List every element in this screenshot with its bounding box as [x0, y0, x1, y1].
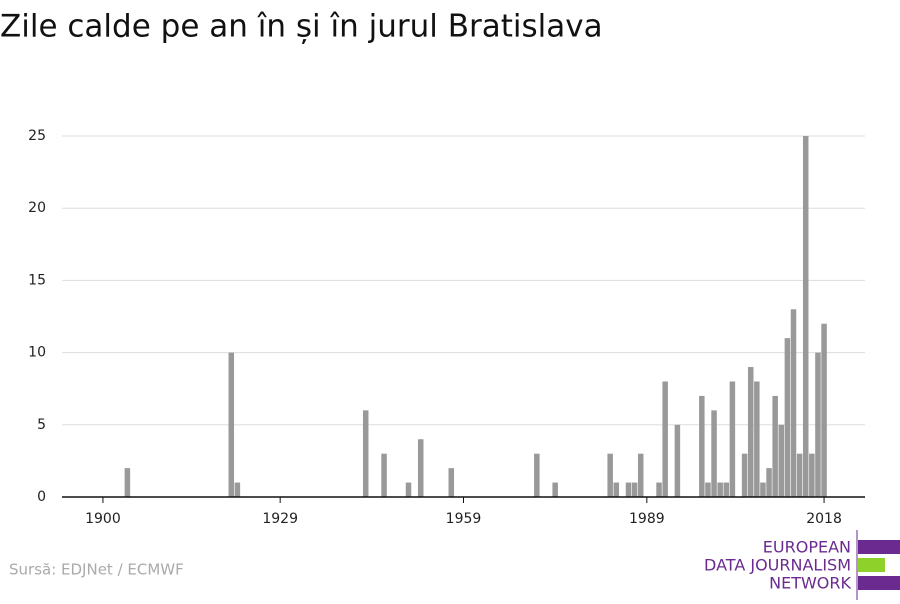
logo-bar: [858, 558, 885, 572]
bar: [607, 453, 613, 497]
bar: [674, 424, 681, 497]
bar: [711, 410, 717, 497]
bar: [362, 410, 369, 497]
bar: [448, 468, 455, 497]
chart-title: Zile calde pe an în și în jurul Bratisla…: [0, 9, 603, 45]
bar: [534, 453, 540, 497]
bar: [747, 367, 754, 497]
bar: [625, 482, 632, 497]
logo: EUROPEAN DATA JOURNALISM NETWORK: [704, 530, 900, 600]
bar: [228, 352, 235, 497]
logo-text: DATA JOURNALISM: [704, 556, 851, 575]
logo-bar: [858, 576, 900, 590]
bar: [802, 136, 809, 497]
bar: [796, 453, 803, 497]
bar: [405, 482, 412, 497]
bar: [234, 482, 241, 497]
bar: [809, 453, 815, 497]
bar: [417, 439, 424, 497]
bar: [821, 323, 827, 497]
logo-bar: [858, 540, 900, 554]
bar: [741, 453, 748, 497]
bar: [662, 381, 668, 497]
bar: [766, 468, 772, 497]
bar: [656, 482, 662, 497]
bar: [723, 482, 730, 497]
bar: [381, 453, 387, 497]
bar: [729, 381, 736, 497]
bar: [124, 468, 131, 497]
x-tick-label: 1959: [446, 511, 482, 527]
bar: [705, 482, 711, 497]
bar: [699, 395, 705, 497]
y-tick-label: 15: [28, 272, 46, 288]
bar: [760, 482, 766, 497]
bar: [815, 352, 821, 497]
logo-text: EUROPEAN: [763, 538, 851, 557]
x-tick-label: 1929: [262, 511, 298, 527]
bar: [613, 482, 620, 497]
y-tick-label: 5: [37, 417, 46, 433]
y-tick-label: 25: [28, 128, 46, 144]
bar: [552, 482, 558, 497]
source: Sursă: EDJNet / ECMWF: [9, 561, 184, 579]
x-tick-label: 2018: [806, 511, 842, 527]
bar: [772, 395, 778, 497]
bar: [754, 381, 760, 497]
logo-text: NETWORK: [769, 574, 851, 593]
x-tick-label: 1900: [85, 511, 121, 527]
bar: [778, 424, 785, 497]
bar: [784, 338, 791, 497]
bar: [717, 482, 723, 497]
bar: [790, 309, 797, 497]
bar: [637, 453, 644, 497]
y-tick-label: 10: [28, 345, 46, 361]
x-tick-label: 1989: [629, 511, 665, 527]
bar: [631, 482, 638, 497]
y-tick-label: 0: [37, 489, 46, 505]
y-tick-label: 20: [28, 200, 46, 216]
